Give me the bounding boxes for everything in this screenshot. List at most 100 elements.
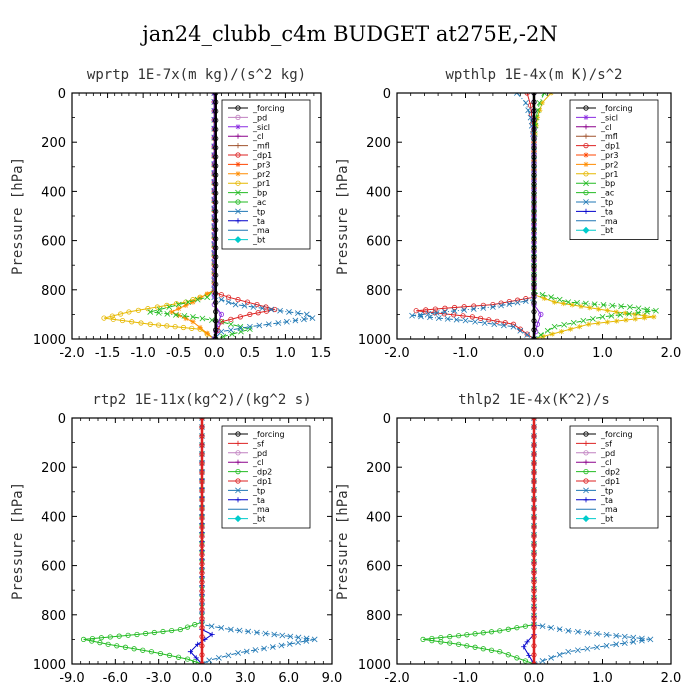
data-point — [531, 172, 537, 178]
data-point — [618, 303, 624, 310]
data-point — [531, 606, 537, 612]
data-point — [613, 641, 620, 648]
data-point — [417, 311, 424, 318]
data-point — [490, 304, 496, 310]
data-point — [206, 657, 213, 664]
y-axis-label: Pressure [hPa] — [10, 482, 26, 600]
series-group — [420, 418, 654, 664]
data-point — [514, 655, 520, 661]
data-point — [213, 254, 219, 260]
data-point — [531, 615, 537, 622]
data-point — [613, 632, 620, 639]
data-point — [614, 318, 620, 324]
data-point — [595, 320, 601, 326]
data-point — [218, 296, 225, 303]
data-point — [97, 640, 103, 646]
data-point — [262, 630, 269, 637]
legend-label: _dp1 — [252, 477, 272, 486]
data-point — [556, 651, 563, 658]
data-point — [574, 628, 581, 635]
legend-label: _ta — [252, 496, 265, 505]
data-point — [275, 320, 282, 326]
data-point — [464, 643, 470, 649]
legend-label: _bt — [600, 226, 613, 235]
data-point — [531, 299, 537, 306]
data-point — [199, 588, 205, 594]
data-point — [627, 304, 633, 310]
x-tick-label: 1.0 — [592, 671, 613, 686]
series-line — [422, 418, 535, 664]
x-tick-label: -3.0 — [146, 671, 171, 686]
data-point — [225, 652, 232, 659]
legend-label: _ma — [600, 505, 618, 514]
data-point — [472, 644, 478, 650]
data-point — [536, 99, 543, 106]
data-point — [480, 305, 487, 311]
data-point — [470, 306, 477, 312]
data-point — [594, 630, 600, 637]
data-point — [213, 227, 219, 233]
data-point — [531, 263, 537, 269]
data-point — [255, 310, 261, 316]
data-point — [603, 642, 610, 649]
legend: _forcing_pd_sicl_cl_mfl_dp1_pr3_pr2_pr1_… — [221, 99, 311, 250]
data-point — [513, 93, 520, 96]
data-point — [500, 322, 507, 329]
legend-marker — [583, 105, 589, 111]
data-point — [570, 319, 577, 326]
y-tick-label: 800 — [41, 609, 66, 624]
data-point — [166, 304, 173, 310]
legend-label: _pr3 — [252, 160, 270, 169]
data-point — [531, 634, 537, 640]
data-point — [271, 631, 278, 638]
data-point — [531, 552, 537, 558]
legend-marker — [235, 105, 241, 111]
data-point — [531, 281, 537, 287]
legend-label: _dp2 — [600, 468, 620, 477]
legend-marker — [583, 133, 589, 139]
data-point — [89, 635, 96, 642]
series-group — [409, 93, 659, 339]
panel-title: wpthlp 1E-4x(m K)/s^2 — [445, 67, 622, 83]
data-point — [199, 542, 205, 549]
data-point — [122, 644, 129, 650]
data-point — [531, 154, 537, 160]
data-point — [502, 320, 508, 326]
data-point — [254, 629, 260, 636]
data-point — [494, 318, 500, 324]
data-point — [435, 315, 442, 321]
data-point — [252, 647, 259, 653]
data-point — [177, 626, 183, 633]
legend-label: _tp — [600, 486, 613, 495]
y-tick-label: 0 — [383, 87, 391, 102]
data-point — [426, 314, 433, 321]
data-point — [565, 299, 572, 305]
data-point — [556, 626, 563, 633]
data-point — [213, 135, 219, 142]
data-point — [303, 638, 310, 644]
legend-label: _bt — [600, 515, 613, 524]
data-point — [541, 93, 548, 96]
data-point — [208, 623, 215, 630]
data-point — [531, 643, 537, 649]
legend-marker — [235, 124, 241, 130]
data-point — [533, 123, 539, 129]
data-point — [531, 199, 537, 205]
legend-marker — [583, 152, 589, 158]
data-point — [295, 639, 301, 646]
data-point — [537, 332, 544, 338]
data-point — [213, 108, 219, 114]
data-point — [531, 524, 537, 530]
data-point — [531, 163, 537, 169]
legend-label: _ta — [252, 217, 265, 226]
data-point — [584, 629, 591, 636]
x-tick-label: 0.5 — [240, 346, 261, 361]
data-point — [294, 310, 301, 317]
legend-label: _pd — [252, 113, 267, 122]
data-point — [237, 323, 244, 330]
data-point — [480, 630, 486, 636]
x-tick-label: 1.0 — [275, 346, 296, 361]
data-point — [213, 236, 219, 242]
data-point — [531, 309, 537, 315]
legend-label: _pr2 — [600, 160, 618, 169]
